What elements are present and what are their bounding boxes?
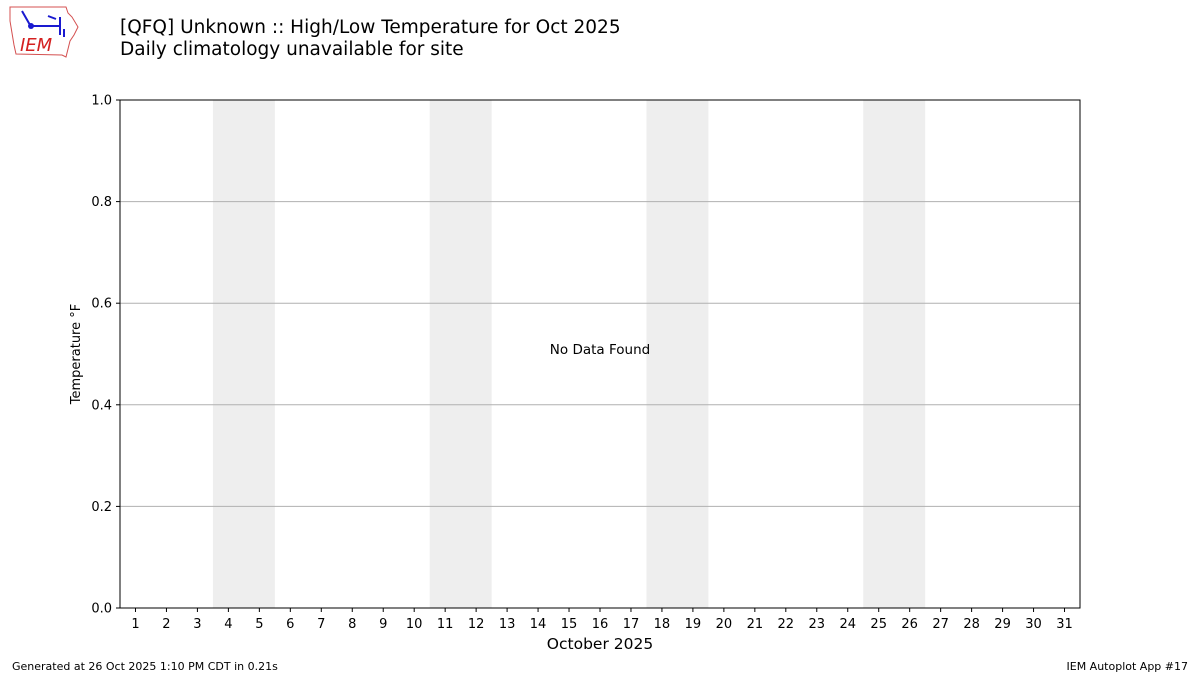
x-tick-label: 18 [654, 617, 671, 632]
x-tick-label: 3 [193, 617, 201, 632]
weekend-shade [429, 100, 492, 608]
x-tick-label: 2 [162, 617, 170, 632]
footer-generated: Generated at 26 Oct 2025 1:10 PM CDT in … [12, 660, 278, 673]
x-tick-label: 6 [286, 617, 294, 632]
logo-text: IEM [20, 35, 53, 56]
y-tick-label: 0.0 [91, 602, 112, 617]
y-tick-label: 0.6 [91, 297, 112, 312]
iem-logo: IEM [9, 6, 79, 58]
x-tick-label: 7 [317, 617, 325, 632]
footer-app: IEM Autoplot App #17 [1066, 660, 1189, 673]
x-tick-label: 28 [963, 617, 980, 632]
x-tick-label: 27 [932, 617, 949, 632]
x-tick-label: 20 [716, 617, 733, 632]
x-tick-label: 16 [592, 617, 609, 632]
x-tick-label: 10 [406, 617, 423, 632]
chart-subtitle: Daily climatology unavailable for site [120, 39, 464, 60]
chart-title-block: [QFQ] Unknown :: High/Low Temperature fo… [120, 17, 621, 61]
y-tick-label: 0.4 [91, 398, 112, 413]
no-data-annotation: No Data Found [550, 342, 650, 358]
x-tick-label: 31 [1056, 617, 1073, 632]
x-tick-label: 1 [131, 617, 139, 632]
x-tick-label: 19 [685, 617, 702, 632]
x-tick-label: 22 [778, 617, 795, 632]
x-tick-label: 21 [747, 617, 764, 632]
x-tick-label: 14 [530, 617, 547, 632]
x-tick-label: 26 [901, 617, 918, 632]
x-tick-label: 8 [348, 617, 356, 632]
y-tick-label: 0.8 [91, 195, 112, 210]
x-tick-label: 13 [499, 617, 516, 632]
x-tick-label: 25 [870, 617, 887, 632]
x-tick-label: 17 [623, 617, 640, 632]
weekend-shade [212, 100, 275, 608]
weekend-shade [863, 100, 926, 608]
weekend-shade [646, 100, 709, 608]
y-tick-label: 0.2 [91, 500, 112, 515]
y-tick-label: 1.0 [91, 94, 112, 109]
x-tick-label: 9 [379, 617, 387, 632]
x-tick-label: 4 [224, 617, 232, 632]
x-axis-label: October 2025 [547, 635, 653, 653]
x-tick-label: 23 [809, 617, 826, 632]
x-tick-label: 15 [561, 617, 578, 632]
x-tick-label: 24 [839, 617, 856, 632]
x-tick-label: 11 [437, 617, 454, 632]
chart-title: [QFQ] Unknown :: High/Low Temperature fo… [120, 17, 621, 38]
x-tick-label: 29 [994, 617, 1011, 632]
x-tick-label: 12 [468, 617, 485, 632]
x-tick-label: 30 [1025, 617, 1042, 632]
y-axis-label: Temperature °F [69, 304, 84, 405]
x-tick-label: 5 [255, 617, 263, 632]
